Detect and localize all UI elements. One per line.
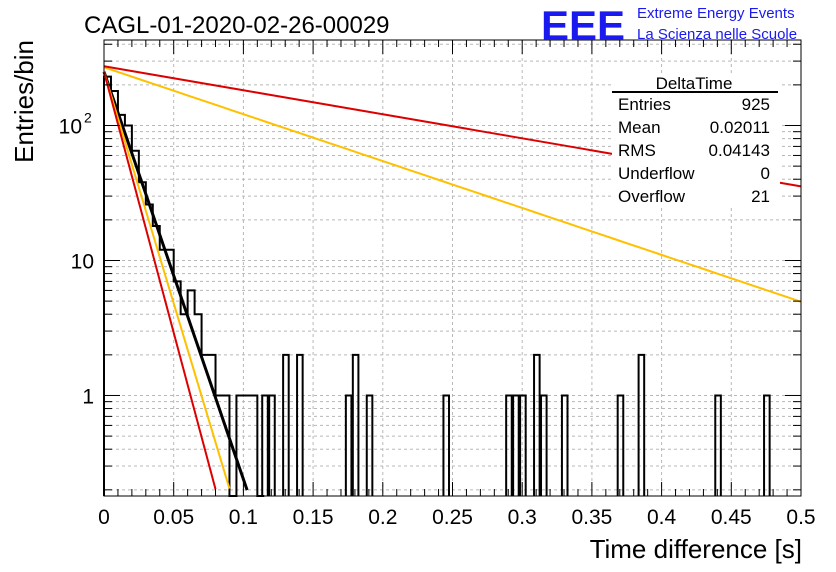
stats-box-background [612,74,780,206]
stats-row-value: 0.04143 [709,141,770,160]
stats-row-label: Entries [618,95,671,114]
grid-layer [104,40,801,496]
histogram-bin [282,353,290,496]
histogram-bin [344,394,353,496]
histogram-bin [637,353,646,496]
y-axis-label: Entries/bin [9,40,39,163]
x-tick-label: 0 [98,506,110,529]
logo-line-2: La Scienza nelle Scuole [637,26,797,43]
stats-row-label: Underflow [618,164,695,183]
histogram-bin [540,394,548,496]
fit-curve [103,71,231,489]
x-tick-label: 0.2 [368,506,397,529]
stats-title: DeltaTime [656,74,733,93]
histogram-bin [268,394,276,496]
y-tick-label: 1 [82,385,94,408]
eee-logo-mark: EEE [541,2,625,49]
x-tick-label: 0.35 [571,506,612,529]
logo-line-1: Extreme Energy Events [637,5,795,22]
fit-curve [103,71,217,490]
x-tick-label: 0.15 [293,506,334,529]
stats-rows: Entries 925 Mean 0.02011 RMS 0.04143 Underflow… [618,95,770,206]
x-axis-label: Time difference [s] [590,534,802,564]
fit-curve [103,66,802,303]
histogram-bin [505,394,513,496]
y-tick-exponent: 2 [84,110,92,126]
y-tick-label: 10 [59,116,82,139]
stats-box: DeltaTime Entries 925 Mean 0.02011 RMS 0.0414… [612,74,780,206]
histogram-bin [714,394,722,496]
x-tick-label: 0.3 [508,506,537,529]
chart-title: CAGL-01-2020-02-26-00029 [84,12,390,39]
histogram-bin [261,394,269,496]
y-tick-label: 10 [71,250,94,273]
histogram-bin [533,353,541,496]
stats-row-value: 0 [761,164,770,183]
stats-row-value: 21 [751,187,770,206]
x-tick-label: 0.4 [647,506,677,529]
histogram-bin [616,394,625,496]
stats-row-value: 0.02011 [710,118,770,137]
stats-row-label: Mean [618,118,661,137]
histogram-bin [296,353,304,496]
histogram-bin [365,394,374,496]
stats-row-label: RMS [618,141,656,160]
axis-layer: 0 0.05 0.1 0.15 0.2 0.25 0.3 0.35 0.4 0.45 0.5 1 10 1… [59,40,816,529]
histogram-bin [512,394,520,496]
histogram-bin [351,353,360,496]
x-tick-label: 0.5 [786,506,815,529]
stats-row-value: 925 [742,95,770,114]
histogram-bin [763,394,771,496]
fit-curve [102,71,249,491]
histogram-bin [560,394,569,496]
histogram-bin [519,394,527,496]
x-tick-label: 0.05 [153,506,194,529]
stats-row-label: Overflow [618,187,686,206]
x-tick-label: 0.1 [229,506,258,529]
x-tick-label: 0.25 [432,506,473,529]
x-tick-label: 0.45 [711,506,752,529]
histogram-bin [442,394,451,496]
fit-curves-layer [102,65,802,491]
